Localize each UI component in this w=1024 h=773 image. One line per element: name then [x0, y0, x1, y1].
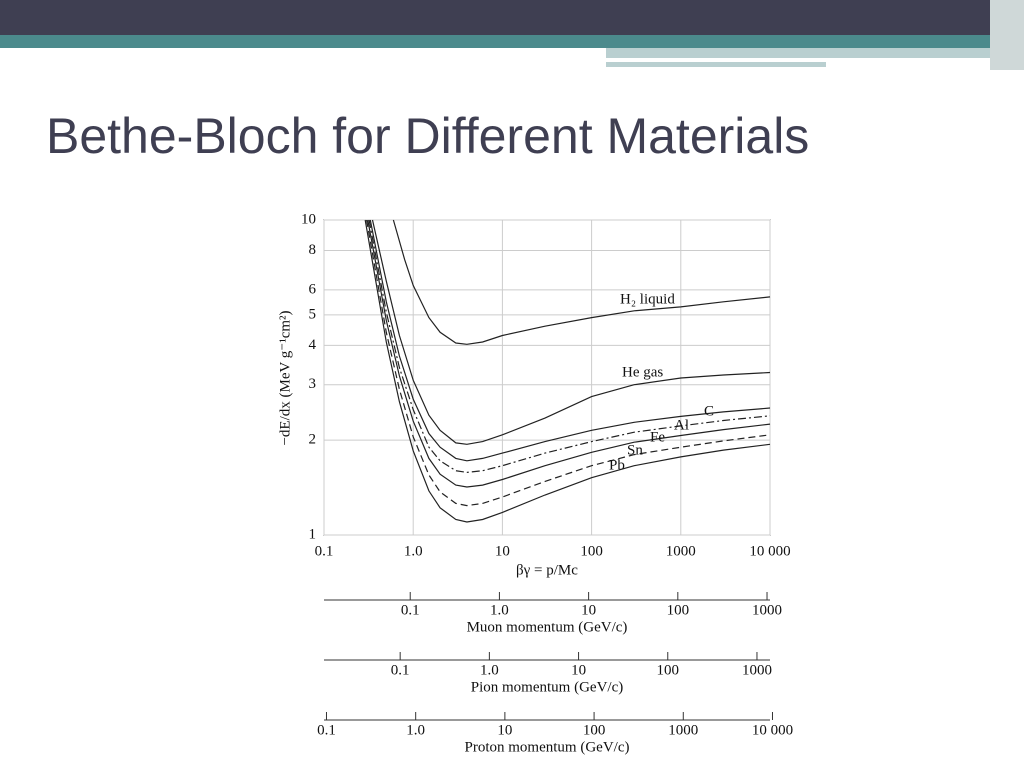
series-label: Al — [674, 417, 689, 433]
header-bar — [0, 0, 1024, 35]
slide-title: Bethe-Bloch for Different Materials — [46, 108, 809, 164]
series-line — [368, 219, 771, 474]
y-tick-label: 8 — [309, 242, 317, 258]
series-label: He gas — [622, 364, 663, 380]
header-corner — [990, 0, 1024, 70]
series-line — [364, 219, 771, 523]
x-tick-label: 100 — [580, 543, 603, 559]
x-tick-label: 1000 — [666, 543, 696, 559]
series-line — [392, 219, 771, 345]
series-line — [369, 219, 771, 462]
series-label: Sn — [627, 442, 643, 458]
x-tick-label: 1.0 — [490, 602, 509, 618]
header-accent — [606, 48, 1024, 58]
series-line — [366, 219, 771, 507]
x-tick-label: 10 — [581, 602, 596, 618]
axis-label: Proton momentum (GeV/c) — [465, 739, 630, 755]
x-tick-label: 10 — [495, 543, 510, 559]
y-tick-label: 2 — [309, 432, 317, 448]
series-label: Fe — [650, 429, 665, 445]
x-tick-label: 1000 — [752, 602, 782, 618]
x-tick-label: 0.1 — [317, 722, 336, 738]
x-tick-label: 0.1 — [401, 602, 420, 618]
x-tick-label: 1000 — [668, 722, 698, 738]
y-tick-label: 6 — [309, 281, 317, 297]
x-tick-label: 1.0 — [404, 543, 423, 559]
x-tick-label: 100 — [667, 602, 690, 618]
series-line — [371, 219, 771, 445]
y-tick-label: 10 — [301, 211, 316, 227]
plot-frame — [323, 219, 771, 536]
axis-label: Pion momentum (GeV/c) — [471, 679, 623, 695]
x-tick-label: 0.1 — [315, 543, 334, 559]
x-tick-label: 0.1 — [391, 662, 410, 678]
header-accent — [606, 62, 826, 67]
y-tick-label: 3 — [309, 376, 317, 392]
x-tick-label: 100 — [583, 722, 606, 738]
y-tick-label: 4 — [309, 337, 317, 353]
x-tick-label: 100 — [657, 662, 680, 678]
x-tick-label: 10 — [571, 662, 586, 678]
y-tick-label: 5 — [309, 306, 317, 322]
series-label: C — [704, 403, 714, 419]
series-label: Pb — [609, 457, 625, 473]
y-tick-label: 1 — [309, 526, 317, 542]
x-axis-label: βγ = p/Mc — [516, 562, 578, 578]
x-tick-label: 1.0 — [406, 722, 425, 738]
y-axis-label: −dE/dx (MeV g⁻¹cm²) — [277, 310, 293, 445]
axis-label: Muon momentum (GeV/c) — [467, 619, 628, 635]
header-stripe — [0, 35, 1024, 48]
x-tick-label: 1.0 — [480, 662, 499, 678]
series-label: H₂ liquid — [620, 291, 675, 307]
series-line — [367, 219, 771, 488]
x-tick-label: 10 000 — [752, 722, 793, 738]
x-tick-label: 10 — [497, 722, 512, 738]
x-tick-label: 1000 — [742, 662, 772, 678]
x-tick-label: 10 000 — [749, 543, 790, 559]
